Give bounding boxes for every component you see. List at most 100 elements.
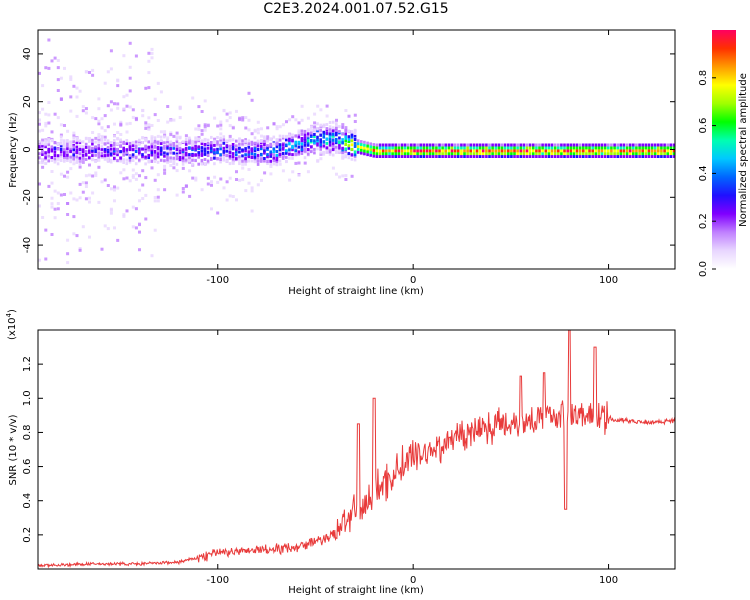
spectrogram-noise-cell	[144, 193, 148, 197]
spectrogram-ridge-cell	[491, 155, 494, 158]
spectrogram-ridge-cell	[335, 137, 338, 141]
spectrogram-ridge-cell	[266, 144, 269, 148]
spectrogram-noise-cell	[263, 137, 267, 141]
spectrogram-ridge-cell	[84, 157, 88, 161]
spectrogram-noise-cell	[50, 130, 54, 134]
spectrogram-noise-cell	[344, 126, 348, 130]
spectrogram-ridge-cell	[653, 143, 657, 147]
spectrogram-ridge-cell	[256, 139, 260, 143]
spectrogram-ridge-cell	[641, 143, 644, 147]
spectrogram-ridge-cell	[503, 155, 507, 158]
spectrogram-noise-cell	[128, 179, 132, 183]
spectrogram-ridge-cell	[528, 155, 532, 158]
spectrogram-ridge-cell	[81, 140, 85, 144]
spectrogram-ridge-cell	[328, 135, 332, 139]
spectrogram-noise-cell	[194, 178, 198, 182]
spectrogram-ridge-cell	[350, 157, 354, 161]
spectrogram-ridge-cell	[416, 149, 419, 153]
spectrogram-ridge-cell	[522, 146, 526, 150]
spectrogram-noise-cell	[297, 161, 301, 165]
spectrogram-ridge-cell	[191, 146, 194, 150]
spectrogram-ridge-cell	[607, 152, 610, 156]
spectrogram-ridge-cell	[66, 141, 69, 145]
spectrogram-ridge-cell	[610, 146, 613, 150]
spectrogram-noise-cell	[306, 170, 310, 174]
spectrogram-ridge-cell	[103, 154, 107, 158]
spectrogram-ridge-cell	[244, 147, 247, 151]
spectrogram-noise-cell	[56, 89, 60, 92]
spectrogram-ridge-cell	[75, 158, 79, 162]
spectrogram-noise-cell	[313, 121, 317, 125]
spectrogram-ridge-cell	[663, 146, 666, 150]
spectrogram-ridge-cell	[181, 162, 185, 166]
spectrogram-noise-cell	[75, 86, 79, 90]
spectrogram-ridge-cell	[481, 155, 485, 158]
spectrogram-noise-cell	[181, 153, 185, 157]
spectrogram-ridge-cell	[75, 145, 79, 149]
spectrogram-ridge-cell	[59, 147, 63, 151]
spectrogram-ridge-cell	[406, 143, 410, 147]
spectrogram-noise-cell	[116, 102, 120, 106]
spectrogram-ridge-cell	[625, 149, 629, 153]
spectrogram-ridge-cell	[122, 161, 125, 164]
spectrogram-ridge-cell	[109, 160, 113, 164]
spectrogram-ridge-cell	[356, 145, 360, 149]
spectrogram-ridge-cell	[75, 155, 79, 159]
spectrogram-ridge-cell	[131, 159, 135, 162]
spectrogram-noise-cell	[203, 128, 207, 132]
spectrogram-ridge-cell	[310, 145, 313, 149]
spectrogram-noise-cell	[353, 113, 357, 117]
spectrogram-ridge-cell	[197, 162, 200, 166]
spectrogram-ridge-cell	[419, 149, 422, 153]
spectrogram-ridge-cell	[150, 153, 154, 157]
spectrogram-ridge-cell	[122, 158, 125, 162]
spectrogram-ridge-cell	[100, 154, 104, 158]
spectrogram-ridge-cell	[328, 137, 332, 141]
spectrogram-ridge-cell	[210, 146, 213, 150]
spectrogram-ridge-cell	[613, 146, 616, 150]
spectrogram-noise-cell	[253, 128, 257, 132]
spectrogram-ridge-cell	[200, 159, 204, 162]
spectrogram-ridge-cell	[197, 145, 200, 149]
spectrogram-ridge-cell	[297, 140, 301, 144]
spectrogram-noise-cell	[94, 117, 98, 121]
spectrogram-ridge-cell	[528, 143, 532, 147]
spectrogram-noise-cell	[225, 180, 229, 184]
spectrogram-ridge-cell	[250, 155, 254, 159]
spectrogram-ridge-cell	[300, 145, 304, 149]
spectrogram-ridge-cell	[188, 155, 191, 159]
spectrogram-ridge-cell	[128, 156, 132, 160]
spectrogram-noise-cell	[128, 65, 132, 69]
spectrogram-ridge-cell	[300, 148, 304, 152]
spectrogram-noise-cell	[235, 198, 238, 202]
spectrogram-ridge-cell	[219, 143, 222, 147]
spectrogram-ridge-cell	[544, 152, 548, 156]
spectrogram-noise-cell	[210, 207, 213, 211]
spectrogram-ridge-cell	[588, 152, 591, 156]
spectrogram-noise-cell	[100, 180, 104, 184]
spectrogram-ridge-cell	[206, 159, 210, 163]
spectrogram-ridge-cell	[491, 149, 494, 153]
spectrogram-ridge-cell	[666, 146, 669, 150]
spectrogram-noise-cell	[278, 162, 282, 166]
spectrogram-noise-cell	[72, 197, 76, 201]
spectrogram-ridge-cell	[113, 149, 116, 153]
spectrogram-ridge-cell	[322, 132, 326, 136]
spectrogram-ridge-cell	[247, 139, 251, 143]
spectrogram-ridge-cell	[578, 146, 582, 150]
spectrogram-noise-cell	[72, 162, 76, 166]
spectrogram-ridge-cell	[300, 152, 304, 155]
spectrogram-ridge-cell	[153, 145, 157, 149]
spectrogram-noise-cell	[116, 238, 120, 242]
spectrogram-noise-cell	[91, 116, 95, 120]
spectrogram-noise-cell	[94, 136, 98, 140]
spectrogram-ridge-cell	[650, 149, 654, 153]
spectrogram-ridge-cell	[331, 126, 335, 130]
spectrogram-ridge-cell	[641, 146, 644, 150]
spectrogram-ridge-cell	[291, 136, 294, 139]
spectrogram-ridge-cell	[188, 159, 191, 163]
spectrogram-ridge-cell	[97, 147, 100, 151]
spectrogram-ridge-cell	[410, 155, 413, 158]
spectrogram-ridge-cell	[275, 158, 279, 162]
spectrogram-ridge-cell	[103, 142, 107, 146]
